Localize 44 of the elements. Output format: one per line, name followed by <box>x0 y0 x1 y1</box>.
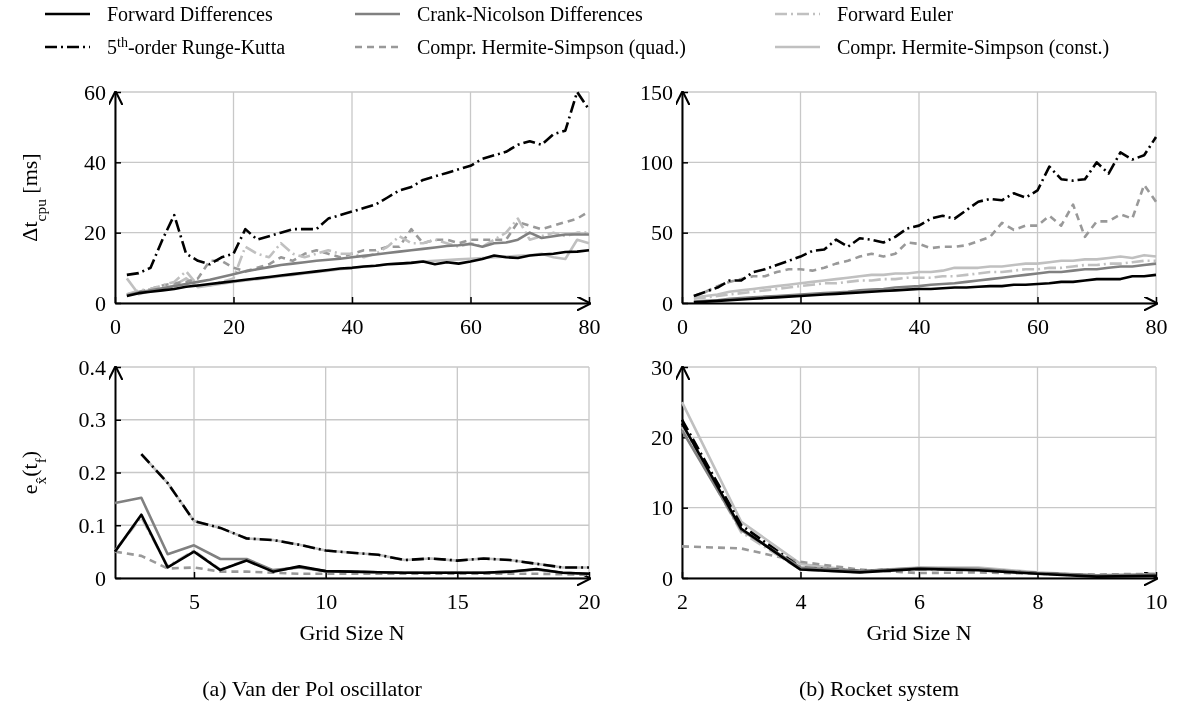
x-axis-title: Grid Size N <box>299 620 405 645</box>
y-tick-label: 0 <box>95 565 106 591</box>
legend-label: Compr. Hermite-Simpson (quad.) <box>417 36 686 59</box>
legend-label: 5$^{th}$-order Runge-Kutta <box>107 34 286 59</box>
y-tick-label: 0.3 <box>78 407 106 433</box>
y-tick-label: 60 <box>84 79 106 105</box>
x-tick-label: 20 <box>790 314 812 339</box>
y-tick-label: 0 <box>95 290 106 316</box>
x-axis-title: Grid Size N <box>866 620 972 645</box>
x-tick-label: 10 <box>1145 589 1168 614</box>
y-tick-label: 150 <box>640 79 673 105</box>
y-tick-label: 50 <box>651 220 673 246</box>
x-tick-label: 60 <box>460 314 482 339</box>
x-tick-label: 80 <box>1145 314 1168 339</box>
y-tick-label: 10 <box>651 495 673 521</box>
x-tick-label: 40 <box>908 314 931 339</box>
y-tick-label: 0.2 <box>78 460 106 486</box>
y-tick-label: 20 <box>84 220 106 246</box>
x-tick-label: 80 <box>578 314 601 339</box>
x-tick-label: 20 <box>578 589 601 614</box>
legend-label: Forward Differences <box>107 3 273 25</box>
legend-label: Crank-Nicolson Differences <box>417 3 643 25</box>
y-tick-label: 0.4 <box>78 354 106 380</box>
x-tick-label: 8 <box>1032 589 1044 614</box>
x-tick-label: 6 <box>914 589 925 614</box>
y-tick-label: 0.1 <box>78 512 106 538</box>
x-tick-label: 60 <box>1027 314 1049 339</box>
text: (a) Van der Pol oscillator <box>202 676 423 701</box>
legend-label: Forward Euler <box>837 3 954 25</box>
text: (b) Rocket system <box>798 676 960 701</box>
x-tick-label: 10 <box>315 589 338 614</box>
x-tick-label: 20 <box>223 314 245 339</box>
y-tick-label: 40 <box>84 149 106 175</box>
legend-label: Compr. Hermite-Simpson (const.) <box>837 36 1110 59</box>
x-tick-label: 40 <box>341 314 364 339</box>
x-tick-label: 2 <box>677 589 688 614</box>
y-tick-label: 30 <box>651 354 673 380</box>
x-tick-label: 5 <box>189 589 200 614</box>
x-tick-label: 4 <box>795 589 807 614</box>
x-tick-label: 15 <box>446 589 469 614</box>
y-tick-label: 20 <box>651 424 673 450</box>
y-tick-label: 0 <box>662 565 673 591</box>
y-tick-label: 100 <box>640 149 673 175</box>
y-tick-label: 0 <box>662 290 673 316</box>
